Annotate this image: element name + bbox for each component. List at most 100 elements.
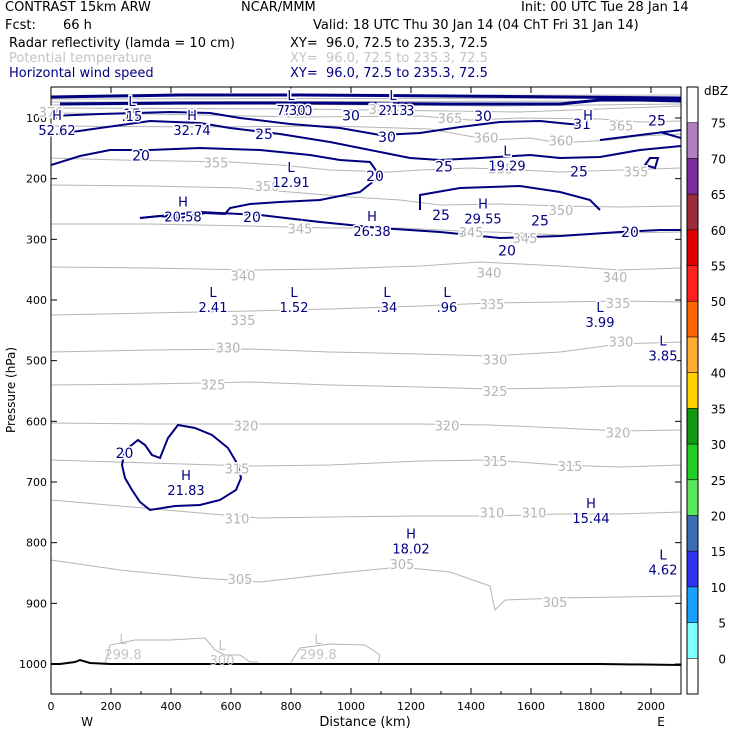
- wind-contour-label: 30: [474, 109, 492, 125]
- x-tick-label: 1200: [397, 700, 425, 713]
- x-tick-label: 1800: [577, 700, 605, 713]
- wind-contour-label: 20: [498, 243, 516, 259]
- extremum-value: .15: [122, 110, 143, 125]
- theta-contour-350: [51, 184, 681, 208]
- extremum-value: 19.29: [488, 160, 525, 175]
- y-tick-label: 800: [26, 537, 47, 550]
- wind-contour-label: 25: [570, 164, 588, 180]
- colorbar-level-label: 30: [711, 438, 726, 452]
- theta-contour-surface-right: [289, 643, 381, 665]
- wind-contour-20-mid: [139, 210, 681, 240]
- theta-contour-label: 335: [606, 297, 631, 312]
- x-tick-label: 2000: [637, 700, 665, 713]
- extremum-value: 1.52: [280, 301, 309, 316]
- theta-contour-label: 350: [549, 204, 574, 219]
- theta-contour-340: [51, 261, 681, 271]
- extremum-value: 3.99: [586, 316, 615, 331]
- colorbar-swatch: [687, 408, 698, 445]
- surface-extremum-marker: L: [119, 633, 127, 648]
- extremum-marker: L: [659, 549, 667, 564]
- wind-contour-label: 15: [123, 107, 141, 123]
- theta-contour-label: 315: [558, 460, 583, 475]
- x-tick-label: 400: [161, 700, 182, 713]
- extremum-marker: L: [503, 145, 511, 160]
- colorbar-level-label: 5: [718, 617, 726, 631]
- colorbar-level-label: 15: [711, 545, 726, 559]
- wind-jet-band-upper: [51, 93, 681, 100]
- theta-contour-305: [51, 559, 681, 612]
- extremum-value: 18.02: [392, 542, 429, 557]
- wind-contour-25-west: [51, 119, 681, 162]
- y-tick-label: 100: [26, 112, 47, 125]
- extremum-marker: L: [389, 89, 397, 104]
- colorbar-level-label: 65: [711, 188, 726, 202]
- extremum-value: 20.58: [164, 211, 201, 226]
- y-axis-label: Pressure (hPa): [4, 347, 18, 433]
- extremum-value: .96: [437, 301, 458, 316]
- colorbar-level-label: 55: [711, 260, 726, 274]
- terrain-surface-line: [51, 658, 682, 666]
- y-tick-label: 400: [26, 294, 47, 307]
- colorbar-level-label: 35: [711, 402, 726, 416]
- extremum-value: 2.41: [199, 301, 228, 316]
- extremum-value: 29.55: [464, 212, 501, 227]
- field-reflectivity-xy: XY= 96.0, 72.5 to 235.3, 72.5: [290, 36, 488, 51]
- surface-extremum-value: 299.8: [299, 648, 336, 663]
- theta-contour-label: 330: [483, 353, 508, 368]
- extremum-value: 7.30: [277, 104, 306, 119]
- plot-frame: [50, 86, 682, 695]
- x-tick-label: 1000: [337, 700, 365, 713]
- x-tick-label: 800: [281, 700, 302, 713]
- theta-contour-label: 320: [234, 420, 259, 435]
- theta-contour-label: 305: [390, 558, 415, 573]
- colorbar-swatch: [687, 551, 698, 587]
- extremum-marker: H: [478, 197, 488, 212]
- forecast-value: 66 h: [63, 18, 92, 33]
- chart-title: CONTRAST 15km ARW: [5, 0, 151, 15]
- y-tick-label: 900: [26, 597, 47, 610]
- colorbar-level-label: 50: [711, 295, 726, 309]
- extremum-marker: H: [181, 469, 191, 484]
- theta-contour-label: 360: [549, 134, 574, 149]
- theta-contour-label: 340: [603, 271, 628, 286]
- theta-contour-label: 320: [435, 420, 460, 435]
- theta-contour-label: 330: [216, 341, 241, 356]
- colorbar-swatch: [687, 586, 698, 623]
- colorbar-swatch: [687, 372, 698, 409]
- y-tick-label: 600: [26, 415, 47, 428]
- theta-contour-360: [51, 125, 681, 144]
- colorbar-level-label: 60: [711, 224, 726, 238]
- extremum-value: 12.91: [272, 176, 309, 191]
- field-reflectivity-name: Radar reflectivity (lamda = 10 cm): [9, 36, 235, 51]
- wind-contour-25-mid: [419, 184, 601, 211]
- wind-contour-label: 20: [116, 446, 134, 462]
- theta-contour-label: 340: [231, 270, 256, 285]
- colorbar-unit: dBZ: [704, 84, 728, 98]
- theta-contour-label: 360: [474, 131, 499, 146]
- wind-contour-label: 25: [435, 160, 453, 176]
- field-wind-name: Horizontal wind speed: [9, 66, 154, 81]
- x-tick-label: 200: [101, 700, 122, 713]
- colorbar-swatch: [687, 301, 698, 337]
- theta-contour-label: 310: [480, 506, 505, 521]
- wind-contour-label: 25: [531, 214, 549, 230]
- colorbar-swatch: [687, 444, 698, 480]
- x-axis-label: Distance (km): [319, 715, 410, 730]
- extremum-value: 52.62: [38, 124, 75, 139]
- theta-contour-315: [51, 459, 681, 468]
- extremum-marker: L: [443, 286, 451, 301]
- colorbar-swatch: [687, 158, 698, 195]
- theta-contour-label: 305: [228, 573, 253, 588]
- wind-contour-label: 25: [648, 113, 666, 129]
- y-tick-label: 1000: [19, 658, 47, 671]
- theta-contour-355: [51, 157, 681, 173]
- wind-jet-band-lower: [59, 98, 681, 106]
- y-axis: 100 200 300 400 500 600 700 800 900 1000: [19, 112, 681, 671]
- colorbar-level-label: 75: [711, 117, 726, 131]
- east-label: E: [657, 715, 665, 729]
- theta-contour-label: 340: [477, 267, 502, 282]
- colorbar-level-label: 45: [711, 331, 726, 345]
